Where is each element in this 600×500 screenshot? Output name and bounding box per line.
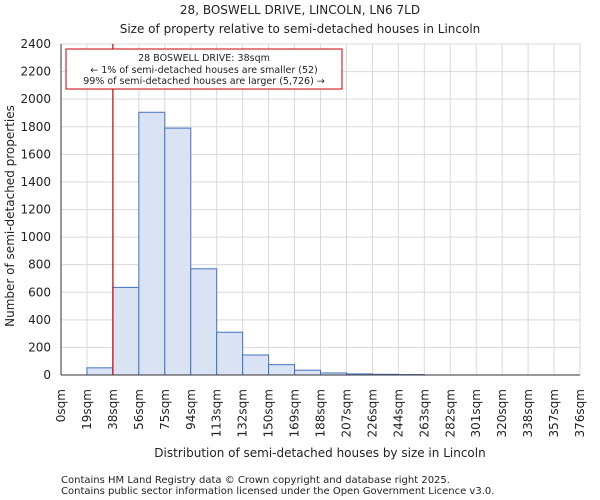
- y-tick-label: 400: [28, 313, 51, 327]
- bars: [86, 111, 425, 376]
- histogram-bar: [268, 364, 296, 376]
- histogram-bar: [112, 286, 140, 376]
- x-tick-label: 0sqm: [54, 389, 68, 422]
- x-tick-label: 94sqm: [184, 389, 198, 430]
- histogram-bar: [190, 268, 218, 376]
- chart-subtitle: Size of property relative to semi-detach…: [120, 22, 481, 36]
- chart-title: 28, BOSWELL DRIVE, LINCOLN, LN6 7LD: [180, 3, 420, 17]
- x-tick-label: 75sqm: [158, 389, 172, 430]
- x-tick-label: 301sqm: [469, 389, 483, 437]
- x-tick-label: 357sqm: [547, 389, 561, 437]
- y-tick-label: 0: [43, 368, 51, 382]
- histogram-bar: [164, 127, 192, 376]
- x-tick-label: 244sqm: [391, 389, 405, 437]
- x-tick-label: 38sqm: [106, 389, 120, 430]
- x-tick-label: 320sqm: [495, 389, 509, 437]
- x-tick-label: 19sqm: [80, 389, 94, 430]
- footer-line-1: Contains HM Land Registry data © Crown c…: [61, 475, 450, 486]
- x-tick-label: 207sqm: [339, 389, 353, 437]
- y-tick-label: 1400: [20, 175, 51, 189]
- y-axis-label: Number of semi-detached properties: [3, 105, 17, 327]
- histogram-bar: [294, 369, 321, 376]
- x-tick-label: 263sqm: [417, 389, 431, 437]
- annotation-line-1: 28 BOSWELL DRIVE: 38sqm: [138, 53, 270, 64]
- x-tick-label: 56sqm: [132, 389, 146, 430]
- footer-line-2: Contains public sector information licen…: [61, 486, 494, 497]
- y-tick-label: 2200: [20, 65, 51, 79]
- y-tick-label: 600: [28, 285, 51, 299]
- histogram-bar: [138, 111, 166, 376]
- histogram-bar: [242, 354, 270, 376]
- y-tick-label: 1800: [20, 120, 51, 134]
- x-tick-label: 338sqm: [521, 389, 535, 437]
- x-tick-label: 226sqm: [365, 389, 379, 437]
- x-tick-label: 113sqm: [210, 389, 224, 437]
- annotation-line-3: 99% of semi-detached houses are larger (…: [83, 76, 325, 87]
- marker: 28 BOSWELL DRIVE: 38sqm← 1% of semi-deta…: [65, 44, 343, 375]
- annotation-line-2: ← 1% of semi-detached houses are smaller…: [90, 65, 318, 76]
- y-tick-label: 1000: [20, 230, 51, 244]
- y-tick-label: 2400: [20, 37, 51, 51]
- x-tick-label: 169sqm: [288, 389, 302, 437]
- x-axis-label: Distribution of semi-detached houses by …: [154, 446, 485, 460]
- y-tick-label: 1600: [20, 147, 51, 161]
- y-tick-label: 200: [28, 340, 51, 354]
- x-tick-label: 150sqm: [262, 389, 276, 437]
- histogram-bar: [86, 367, 114, 376]
- x-tick-label: 188sqm: [314, 389, 328, 437]
- x-tick-label: 282sqm: [443, 389, 457, 437]
- y-tick-label: 1200: [20, 203, 51, 217]
- x-tick-label: 376sqm: [573, 389, 587, 437]
- y-tick-label: 2000: [20, 92, 51, 106]
- axes: 0 200 400 600 800 1000 1200 1400 1600 1800 2000 220…: [20, 37, 587, 437]
- histogram-bar: [216, 331, 244, 376]
- annotation-box: [65, 48, 343, 90]
- x-tick-label: 132sqm: [236, 389, 250, 437]
- y-tick-label: 800: [28, 258, 51, 272]
